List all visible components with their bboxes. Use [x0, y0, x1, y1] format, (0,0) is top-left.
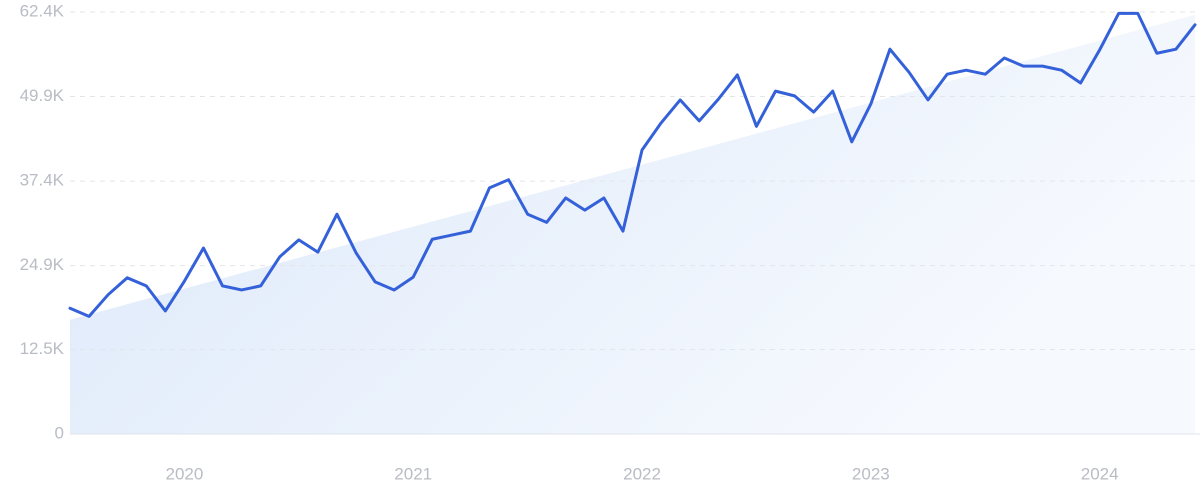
data-line: [68, 11, 1197, 318]
x-tick-label: 2024: [1081, 464, 1119, 483]
x-tick-label: 2022: [623, 464, 661, 483]
y-tick-label: 37.4K: [20, 171, 65, 190]
y-tick-label: 24.9K: [20, 255, 65, 274]
trend-area: [70, 14, 1195, 434]
x-tick-label: 2023: [852, 464, 890, 483]
y-tick-label: 49.9K: [20, 86, 65, 105]
y-tick-label: 0: [55, 423, 64, 442]
x-tick-label: 2021: [394, 464, 432, 483]
x-tick-label: 2020: [165, 464, 203, 483]
y-tick-label: 62.4K: [20, 1, 65, 20]
y-tick-label: 12.5K: [20, 339, 65, 358]
